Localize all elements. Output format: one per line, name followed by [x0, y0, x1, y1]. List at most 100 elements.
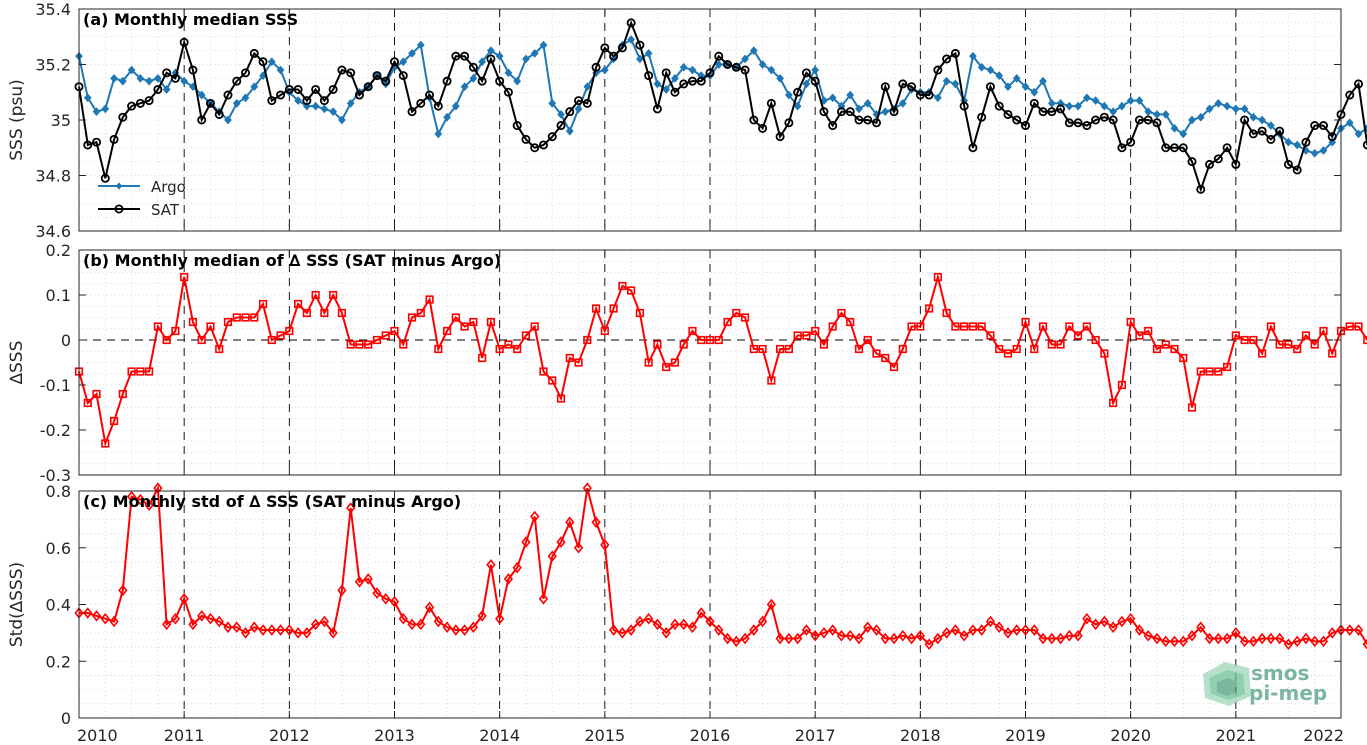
data-point [83, 607, 93, 619]
data-point [407, 313, 417, 322]
data-point [705, 335, 715, 345]
data-point [1126, 317, 1135, 327]
data-point [127, 101, 137, 111]
data-point [530, 143, 540, 153]
data-point [1196, 621, 1206, 633]
data-point [819, 340, 829, 349]
data-point [644, 358, 653, 367]
legend-marker [115, 182, 123, 190]
data-point [1004, 82, 1012, 92]
data-point [1021, 82, 1030, 92]
data-point [91, 610, 102, 622]
data-point [1065, 322, 1074, 331]
data-point [416, 98, 426, 108]
data-point [118, 112, 128, 122]
data-point [223, 621, 233, 633]
data-point [354, 90, 364, 100]
data-point [950, 48, 960, 58]
data-point [548, 376, 557, 385]
data-point [986, 65, 995, 75]
data-point [784, 118, 794, 128]
data-point [854, 115, 864, 125]
series-delta [74, 482, 1367, 651]
data-point [503, 573, 514, 585]
data-point [679, 62, 688, 72]
data-point [1258, 115, 1266, 125]
data-point [1152, 344, 1162, 354]
data-point [915, 629, 925, 642]
y-tick-label: 34.6 [35, 222, 71, 241]
data-point [1301, 632, 1311, 645]
x-tick-label: 2011 [164, 726, 205, 745]
data-point [688, 65, 697, 75]
data-point [162, 618, 172, 631]
data-point [1231, 627, 1241, 639]
data-point [1012, 344, 1021, 354]
data-point [1310, 635, 1320, 648]
data-point [898, 98, 907, 108]
data-point [1109, 398, 1118, 408]
data-point [284, 624, 294, 636]
data-point [442, 326, 452, 336]
data-point [652, 618, 663, 631]
data-point [135, 493, 145, 506]
data-point [758, 60, 767, 69]
data-point [1353, 624, 1364, 636]
data-point [144, 499, 154, 511]
data-point [460, 51, 470, 61]
data-point [1082, 612, 1092, 625]
data-point [302, 96, 312, 106]
x-tick-label: 2013 [374, 726, 415, 745]
data-point [372, 587, 382, 599]
data-point [670, 358, 680, 367]
data-point [784, 344, 793, 354]
data-point [338, 115, 346, 125]
data-point [425, 90, 435, 100]
data-point [652, 104, 662, 114]
data-point [1056, 340, 1065, 349]
data-point [924, 638, 934, 651]
data-point [723, 60, 733, 70]
y-axis: 0 0.2 0.4 0.6 0.8 [46, 482, 1341, 728]
data-point [871, 624, 882, 636]
data-point [389, 595, 400, 608]
data-point [1135, 96, 1144, 105]
data-point [749, 115, 759, 125]
data-point [819, 627, 829, 639]
data-point [609, 51, 619, 61]
data-point [539, 40, 548, 50]
panel-2: -0.3 -0.2 -0.1 0 0.1 0.2 ∆SSS (b) Monthly media… [7, 241, 1367, 485]
data-point [915, 90, 925, 100]
data-point [144, 96, 154, 106]
data-point [889, 362, 899, 372]
data-point [1003, 109, 1013, 119]
data-point [83, 140, 93, 150]
data-point [1047, 98, 1056, 108]
data-point [381, 331, 390, 340]
data-point [1082, 322, 1091, 331]
y-tick-label: 35.2 [35, 56, 71, 75]
data-point [329, 107, 338, 117]
data-point [995, 344, 1004, 354]
data-point [863, 115, 873, 125]
panel-title: (a) Monthly median SSS [83, 10, 298, 29]
legend-label: Argo [151, 178, 186, 196]
x-axis [78, 250, 1342, 475]
data-point [1020, 624, 1031, 636]
data-point [1152, 632, 1162, 645]
data-point [1204, 632, 1215, 645]
data-point [1143, 115, 1153, 125]
data-point [1099, 615, 1109, 628]
data-point [837, 308, 846, 318]
data-point [101, 439, 110, 448]
data-point [240, 627, 251, 639]
data-point [951, 322, 960, 331]
data-point [767, 376, 776, 385]
data-point [408, 49, 416, 58]
data-point [363, 573, 373, 585]
data-point [100, 612, 110, 625]
data-point [171, 326, 180, 336]
data-point [758, 123, 768, 133]
data-point [1126, 612, 1136, 625]
data-point [627, 286, 636, 295]
